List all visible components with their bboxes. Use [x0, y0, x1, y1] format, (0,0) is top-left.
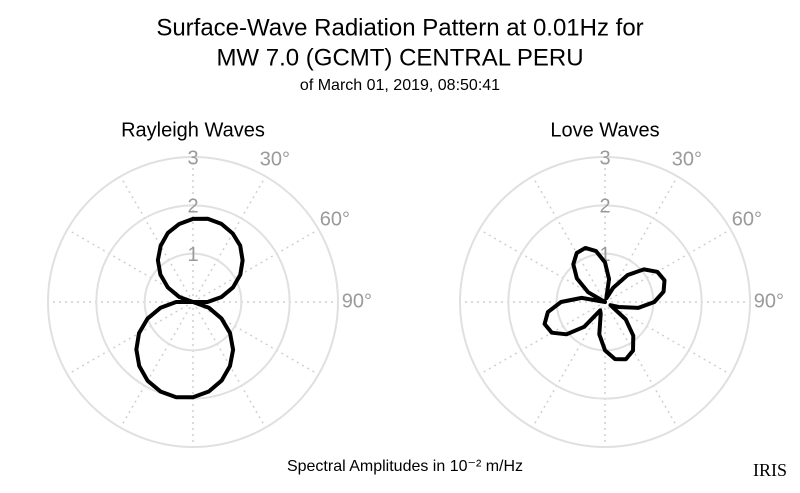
theta-tick-label: 90°	[342, 290, 372, 312]
r-tick-label: 3	[599, 147, 610, 169]
grid-circle	[507, 204, 703, 400]
subtitle: of March 01, 2019, 08:50:41	[300, 77, 500, 94]
theta-tick-label: 60°	[732, 208, 762, 230]
chart-title: Surface-Wave Radiation Pattern at 0.01Hz…	[156, 14, 643, 41]
radiation-pattern	[542, 245, 667, 362]
logo: IRIS	[753, 460, 787, 480]
r-tick-label: 2	[187, 196, 198, 218]
spoke	[192, 176, 267, 303]
grid-circle	[143, 252, 243, 352]
spoke	[604, 176, 679, 303]
spoke	[531, 176, 606, 303]
spoke	[192, 228, 319, 303]
r-tick-label: 2	[599, 196, 610, 218]
axis-label: Spectral Amplitudes in 10⁻² m/Hz	[287, 458, 523, 475]
spoke	[479, 301, 606, 376]
spoke	[604, 228, 731, 303]
subplot-title: Rayleigh Waves	[121, 119, 265, 141]
radiation-pattern	[134, 216, 245, 400]
spoke	[604, 301, 731, 376]
subplot-title: Love Waves	[550, 119, 659, 141]
spoke	[604, 301, 679, 428]
spoke	[119, 176, 194, 303]
theta-tick-label: 90°	[754, 290, 784, 312]
r-tick-label: 1	[187, 244, 198, 266]
spoke	[119, 301, 194, 428]
theta-tick-label: 30°	[260, 148, 290, 170]
theta-tick-label: 30°	[672, 148, 702, 170]
spoke	[67, 301, 194, 376]
grid-circle	[47, 156, 339, 448]
r-tick-label: 1	[599, 244, 610, 266]
theta-tick-label: 60°	[320, 208, 350, 230]
grid-circle	[459, 156, 751, 448]
r-tick-label: 3	[187, 147, 198, 169]
spoke	[531, 301, 606, 428]
chart-title: MW 7.0 (GCMT) CENTRAL PERU	[216, 44, 583, 71]
